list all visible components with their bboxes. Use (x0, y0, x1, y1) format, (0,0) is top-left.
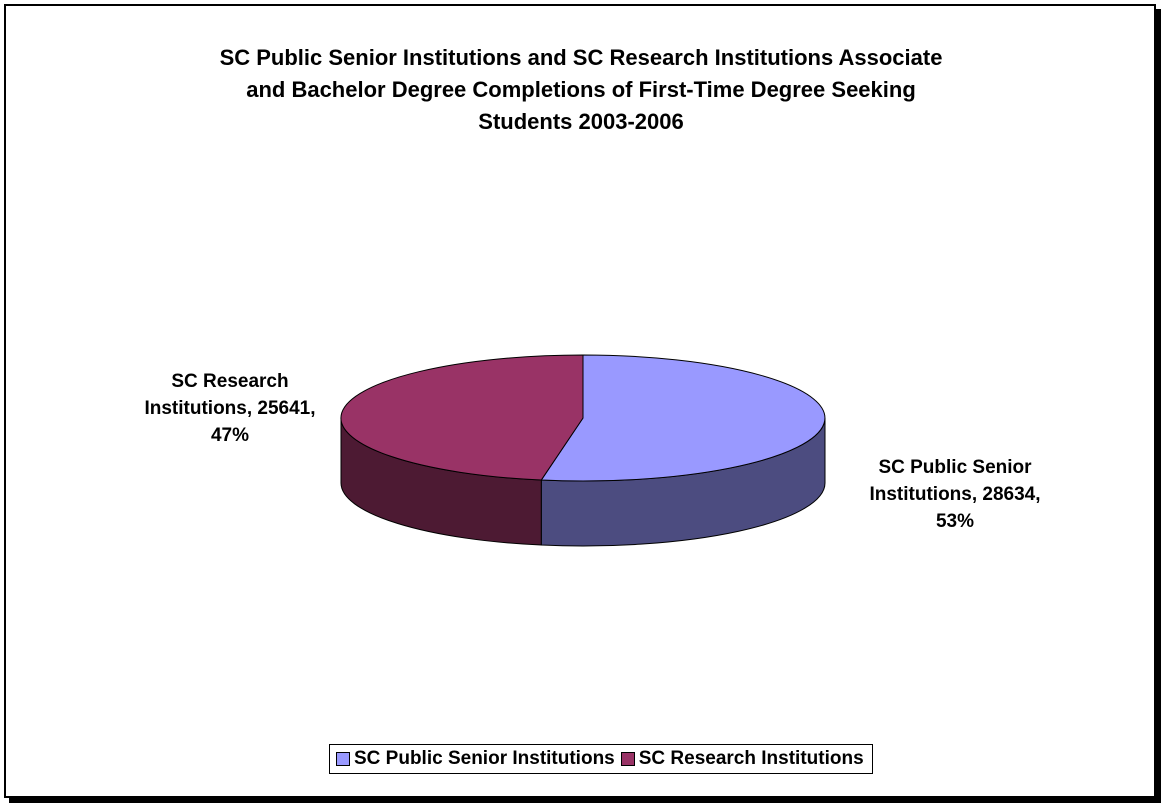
chart-title-line-2: and Bachelor Degree Completions of First… (246, 77, 916, 102)
data-label-research-line-2: Institutions, 25641, (144, 398, 316, 419)
data-label-public-senior-institutions: SC Public Senior Institutions, 28634, 53… (820, 454, 1090, 535)
data-label-public-line-3: 53% (935, 511, 975, 532)
chart-title: SC Public Senior Institutions and SC Res… (120, 42, 1042, 138)
data-label-research-institutions: SC Research Institutions, 25641, 47% (110, 368, 350, 449)
data-label-research-line-1: SC Research (171, 371, 289, 392)
chart-title-line-3: Students 2003-2006 (478, 109, 684, 134)
legend-swatch-public-senior (336, 752, 350, 766)
data-label-public-line-2: Institutions, 28634, (869, 484, 1041, 505)
legend: SC Public Senior Institutions SC Researc… (329, 744, 873, 774)
data-label-public-line-1: SC Public Senior (878, 457, 1032, 478)
legend-item-research: SC Research Institutions (620, 748, 864, 770)
chart-title-line-1: SC Public Senior Institutions and SC Res… (219, 45, 943, 70)
data-label-research-line-3: 47% (210, 425, 250, 446)
legend-label-public-senior: SC Public Senior Institutions (354, 748, 615, 769)
legend-item-public-senior: SC Public Senior Institutions (336, 748, 615, 770)
pie-tops (340, 354, 826, 482)
pie-slice-1 (340, 354, 584, 481)
legend-swatch-research (620, 752, 635, 766)
pie-slice-0 (540, 354, 826, 482)
legend-label-research: SC Research Institutions (638, 748, 864, 769)
